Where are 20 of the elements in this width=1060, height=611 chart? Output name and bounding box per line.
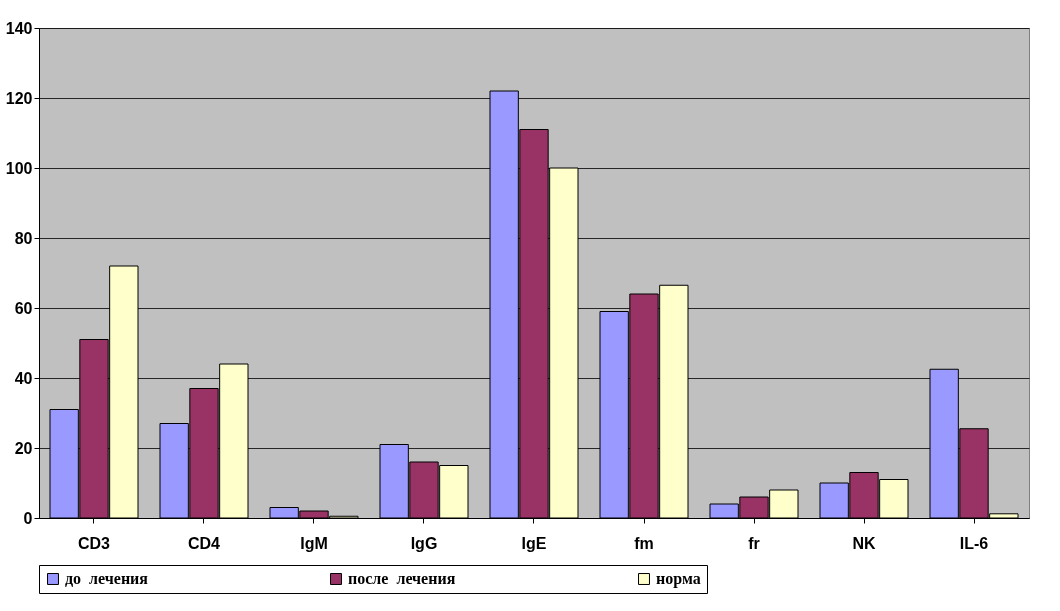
x-tick-label: CD3: [77, 534, 111, 552]
x-tick-label: fr: [748, 534, 760, 552]
x-tick-label: IgM: [300, 534, 328, 552]
x-tick-label: IgE: [521, 534, 547, 552]
x-tick-label: CD4: [187, 534, 221, 552]
legend-label: норма: [656, 570, 701, 588]
y-tick-label: 120: [5, 89, 33, 107]
y-tick-label: 0: [23, 509, 33, 527]
x-tick-label: NK: [852, 534, 876, 552]
y-tick-label: 20: [14, 439, 33, 457]
y-tick-label: 40: [14, 369, 33, 387]
y-tick-label: 100: [5, 159, 33, 177]
y-tick-label: 140: [5, 19, 33, 37]
x-tick-label: IL-6: [959, 534, 989, 552]
y-tick-label: 60: [14, 299, 33, 317]
legend-label: до лечения: [65, 570, 149, 587]
y-tick-label: 80: [14, 229, 33, 247]
x-tick-label: IgG: [410, 534, 438, 552]
legend-label: после лечения: [348, 570, 456, 587]
x-tick-label: fm: [634, 534, 654, 552]
